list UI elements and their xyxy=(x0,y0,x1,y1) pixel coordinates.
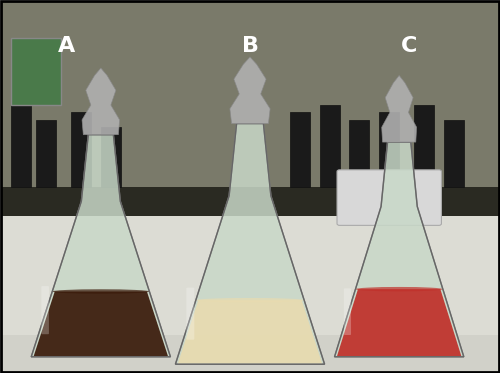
Text: C: C xyxy=(401,36,417,56)
Text: B: B xyxy=(242,36,258,56)
Text: A: A xyxy=(58,36,74,56)
Polygon shape xyxy=(230,57,270,123)
FancyBboxPatch shape xyxy=(101,127,120,186)
Polygon shape xyxy=(382,75,416,142)
Polygon shape xyxy=(34,291,168,356)
FancyBboxPatch shape xyxy=(380,112,399,186)
FancyBboxPatch shape xyxy=(12,105,31,186)
Ellipse shape xyxy=(196,298,304,303)
Polygon shape xyxy=(176,123,324,364)
FancyBboxPatch shape xyxy=(36,120,56,186)
FancyBboxPatch shape xyxy=(344,288,351,335)
FancyBboxPatch shape xyxy=(337,170,442,225)
FancyBboxPatch shape xyxy=(290,112,310,186)
FancyBboxPatch shape xyxy=(2,1,498,231)
Polygon shape xyxy=(31,135,170,357)
FancyBboxPatch shape xyxy=(71,112,91,186)
Polygon shape xyxy=(178,300,322,363)
FancyBboxPatch shape xyxy=(414,105,434,186)
Ellipse shape xyxy=(356,287,443,291)
FancyBboxPatch shape xyxy=(12,38,61,105)
FancyBboxPatch shape xyxy=(2,335,498,372)
FancyBboxPatch shape xyxy=(350,120,370,186)
FancyBboxPatch shape xyxy=(444,120,464,186)
FancyBboxPatch shape xyxy=(186,288,194,340)
Polygon shape xyxy=(337,289,462,356)
Polygon shape xyxy=(82,68,120,135)
Polygon shape xyxy=(334,142,464,357)
Ellipse shape xyxy=(52,289,150,294)
FancyBboxPatch shape xyxy=(2,186,498,231)
FancyBboxPatch shape xyxy=(2,216,498,372)
FancyBboxPatch shape xyxy=(320,105,340,186)
FancyBboxPatch shape xyxy=(42,286,49,334)
